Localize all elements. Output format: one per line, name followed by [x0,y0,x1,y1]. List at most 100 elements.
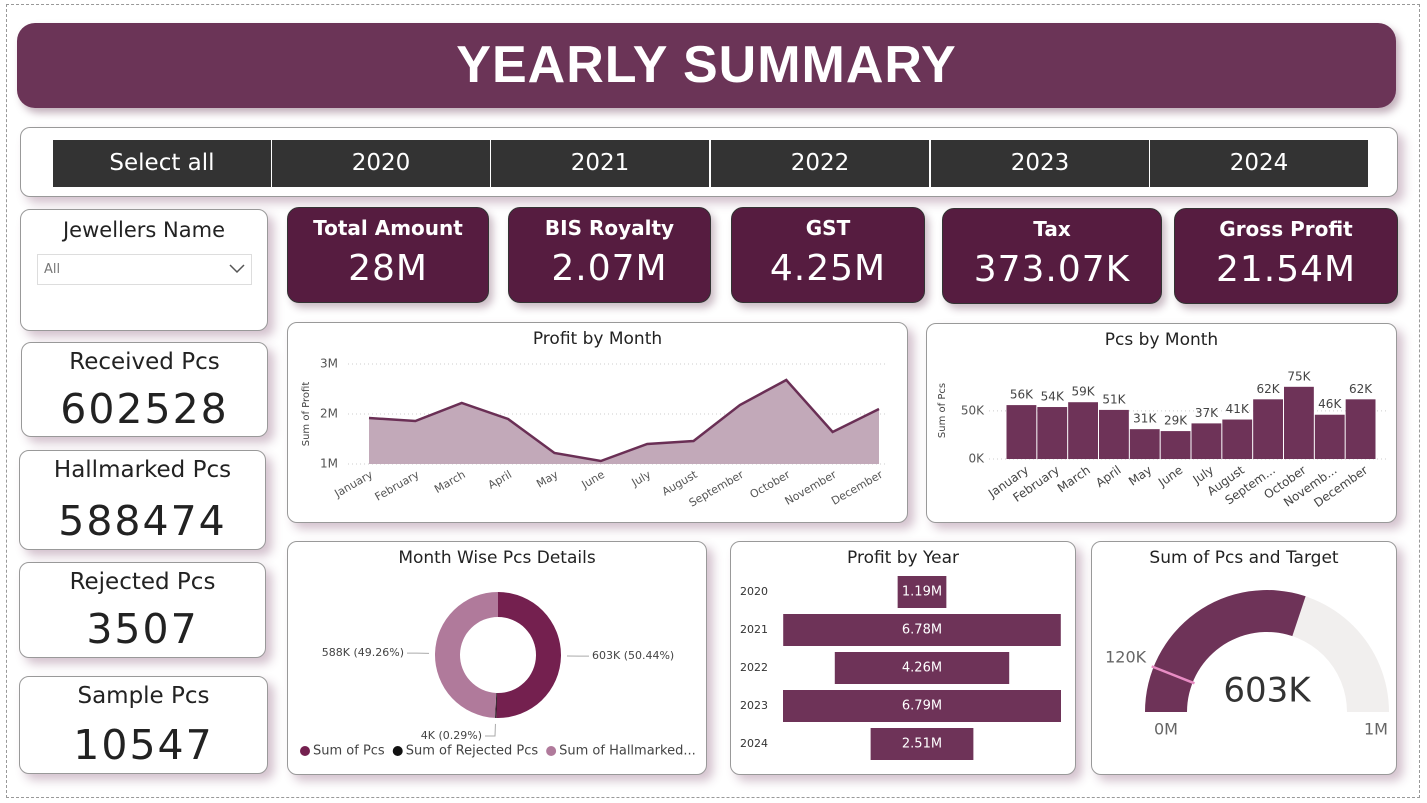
bar [783,690,1061,722]
legend-label: Sum of Pcs [313,744,385,759]
data-label: 603K (50.44%) [592,649,674,662]
bar [1068,402,1098,459]
data-label: 2.51M [902,737,942,752]
chart-title: Pcs by Month [1104,330,1219,350]
x-tick-label: April [1093,463,1124,490]
target-label: 120K [1105,648,1147,667]
stat-value: 10547 [73,721,214,769]
chart: 2020 1.19M 2021 6.78M 2022 4.26M 2023 6.79M 2024… [740,576,1061,760]
bar [783,614,1061,646]
y-tick-label: 2M [320,407,338,421]
data-label: 54K [1041,390,1065,404]
gauge-value: 603K [1223,671,1312,711]
stat-card: Sample Pcs 10547 [19,676,268,774]
data-label: 588K (49.26%) [322,646,404,659]
dropdown[interactable]: All [37,254,252,285]
data-label: 51K [1102,392,1126,406]
filter-label: Jewellers Name [62,218,225,242]
chart-panel: Month Wise Pcs Details 603K (50.44%) 4K (… [287,541,707,775]
y-tick-label: 1M [320,457,338,471]
kpi-value: 4.25M [769,248,887,289]
chart-panel: Profit by Month Sum of Profit 1M 2M 3M Janua… [287,322,908,523]
bar [1129,429,1160,459]
data-label: 41K [1226,402,1250,416]
donut-slice [495,692,497,718]
legend-label: Sum of Rejected Pcs [406,744,539,759]
dropdown-value: All [44,262,61,277]
dropdown-arrow [229,264,245,274]
chart-panel: Profit by Year 2020 1.19M 2021 6.78M 2022 4.2… [730,541,1076,775]
gauge-max: 1M [1364,720,1388,739]
bar [1314,414,1345,459]
data-label: 29K [1164,414,1188,428]
slicer-button[interactable]: 2023 [931,140,1149,187]
data-label: 6.78M [902,623,942,638]
slicer-button[interactable]: 2024 [1150,140,1368,187]
bar [1160,431,1191,459]
slicer-button[interactable]: 2020 [272,140,490,187]
bar [834,652,1010,684]
stat-card: Hallmarked Pcs 588474 [19,450,266,550]
x-tick-label: March [1055,463,1093,495]
x-tick-label: July [629,468,654,490]
data-label: 6.79M [902,699,942,714]
kpi-card: GST 4.25M [731,207,925,303]
y-tick-label: 2023 [740,699,768,712]
chart-title: Profit by Year [847,548,959,568]
y-tick-label: 50K [961,403,985,417]
kpi-label: Total Amount [313,216,463,240]
target-line [1151,665,1195,685]
x-tick-label: June [579,468,607,492]
bar [1345,399,1376,459]
y-axis-title: Sum of Pcs [937,383,948,438]
kpi-card: Tax 373.07K [942,208,1162,304]
kpi-label: GST [805,216,851,240]
bar [1222,419,1253,459]
kpi-label: Tax [1033,217,1071,241]
x-tick-label: June [1155,463,1185,490]
data-label: 4.26M [902,661,942,676]
gauge-fill [1145,590,1306,712]
chart: Sum of Pcs0K50K56KJanuary54KFebruary59KM… [937,369,1387,510]
chart-title: Profit by Month [532,329,663,349]
leader-line [485,723,496,737]
slicer-button[interactable]: 2022 [711,140,929,187]
chart-title: Month Wise Pcs Details [398,548,596,568]
legend-swatch [300,746,310,756]
slicer-button[interactable]: Select all [53,140,271,187]
y-tick-label: 0K [968,452,985,466]
data-label: 37K [1195,406,1219,420]
data-label: 62K [1257,382,1281,396]
chart-panel: Pcs by Month Sum of Pcs 0K 50K 56K January 54… [926,323,1397,523]
stat-value: 588474 [58,497,227,545]
year-slicer: Select all 2020 2021 2022 2023 2024 [20,127,1398,197]
gauge-min: 0M [1154,720,1178,739]
chart-title: Sum of Pcs and Target [1149,548,1339,568]
bar [1099,409,1129,459]
stat-value: 3507 [86,605,199,653]
bar [1191,423,1222,459]
chart: 120K 603K 0M 1M [1105,590,1389,739]
bar [1284,386,1314,459]
y-tick-label: 2021 [740,623,768,636]
kpi-card: Gross Profit 21.54M [1174,208,1398,304]
jewellers-filter: Jewellers Name All [20,209,268,331]
stat-card: Received Pcs 602528 [21,342,268,437]
slicer-button[interactable]: 2021 [491,140,709,187]
data-label: 62K [1349,382,1373,396]
x-tick-label: November [783,468,839,508]
y-tick-label: 2024 [740,737,768,750]
kpi-label: Gross Profit [1219,217,1353,241]
x-tick-label: February [373,468,422,504]
chart: 603K (50.44%) 4K (0.29%) 588K (49.26%) Sum … [300,592,696,759]
stat-label: Hallmarked Pcs [53,457,232,483]
x-tick-label: May [534,468,561,491]
kpi-card: BIS Royalty 2.07M [508,207,711,303]
kpi-value: 21.54M [1215,249,1357,290]
line [368,378,880,463]
legend-swatch [392,746,403,756]
donut-slice [496,592,561,718]
area-fill [369,380,879,464]
kpi-value: 2.07M [551,248,668,289]
